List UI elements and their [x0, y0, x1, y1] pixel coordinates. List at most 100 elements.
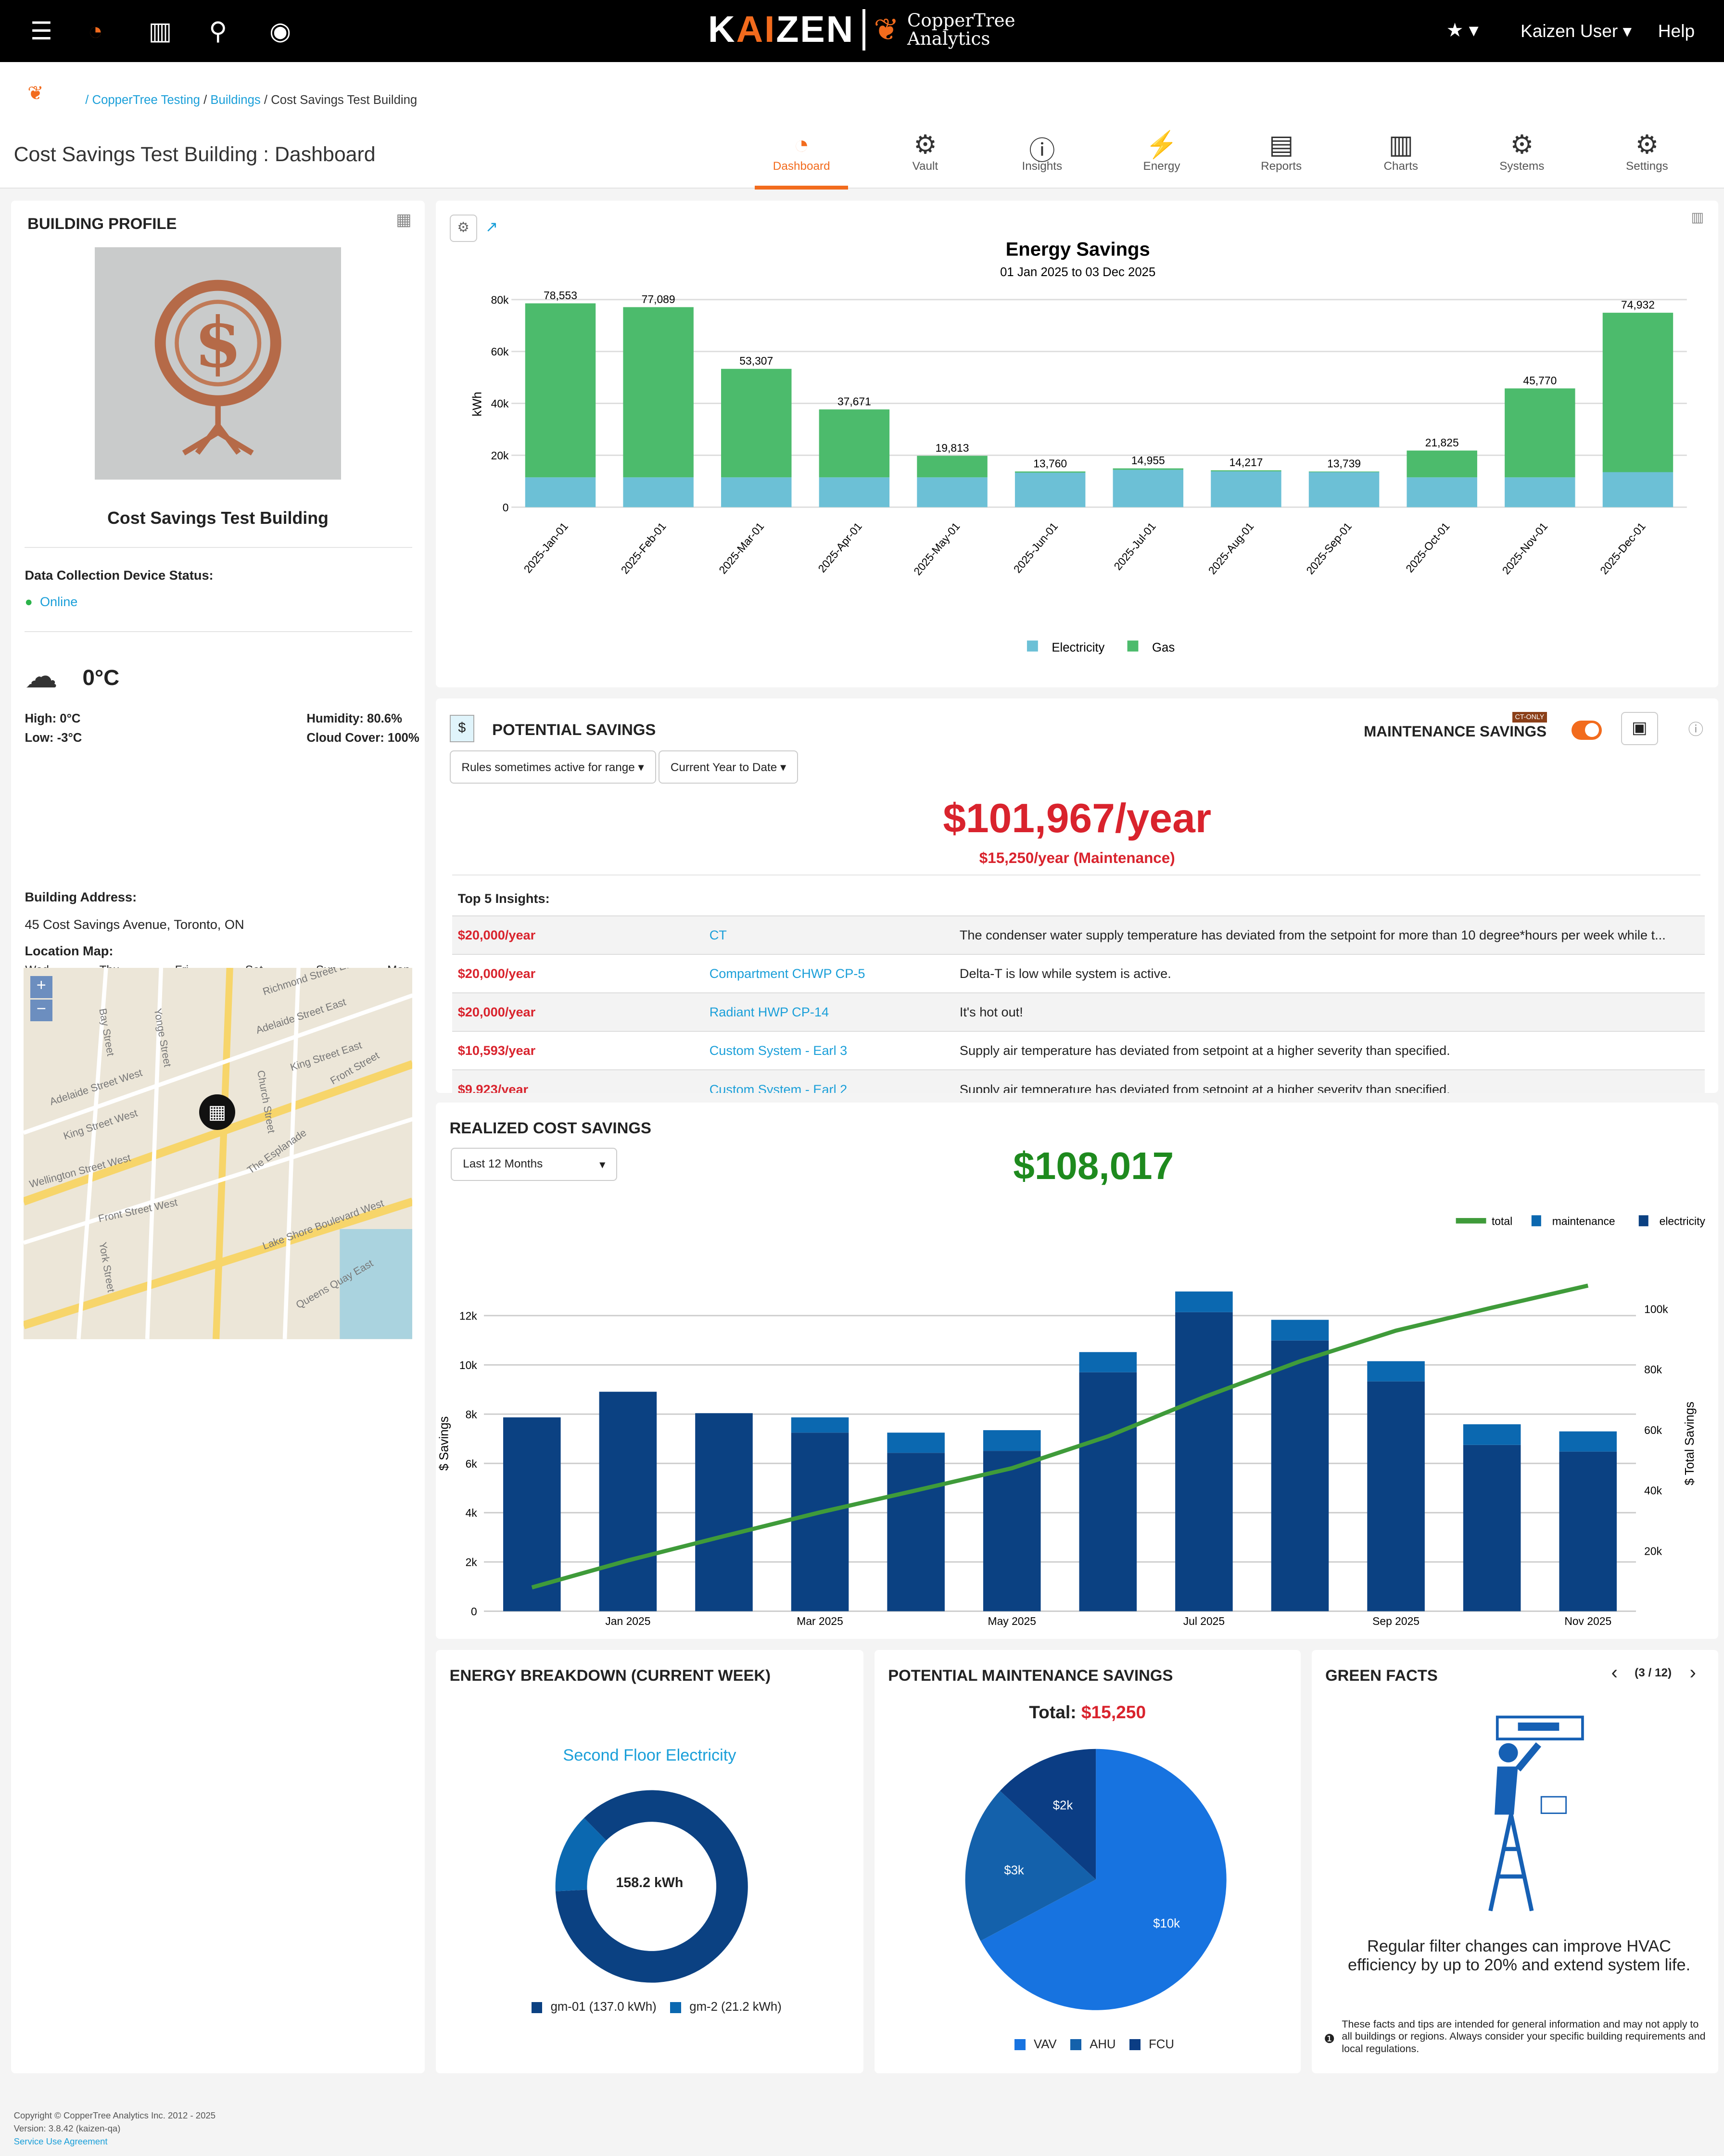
tab-dashboard[interactable]: ◔ Dashboard	[760, 129, 842, 173]
company-line1: CopperTree	[907, 10, 1015, 31]
help-link[interactable]: Help	[1658, 20, 1695, 41]
kaizen-logo[interactable]: KAIZEN ❦ CopperTree Analytics	[708, 8, 1015, 51]
insight-system[interactable]: Radiant HWP CP-14	[704, 992, 954, 1032]
breadcrumb-coppertree-testing[interactable]: CopperTree Testing	[92, 93, 200, 107]
legend-swatch	[1027, 640, 1038, 652]
x-tick-label: Jan 2025	[605, 1615, 650, 1627]
insights-table: $20,000/year CT The condenser water supply…	[452, 915, 1705, 1109]
period-dropdown[interactable]: Last 12 Months ▾	[451, 1148, 618, 1181]
map-street-label: Front Street West	[97, 1196, 178, 1224]
insight-row[interactable]: $20,000/year Compartment CHWP CP-5 Delta-T…	[452, 954, 1705, 993]
bar-electricity	[819, 477, 890, 507]
map-street-label: York Street	[97, 1241, 117, 1293]
y2-tick-label: 40k	[1644, 1484, 1662, 1497]
realized-savings-chart: 0 2k 4k 6k 8k 10k 12k 20k 40k 60k 80k 100k $ Savings…	[438, 1215, 1706, 1627]
legend-swatch	[1127, 640, 1139, 652]
insight-system[interactable]: Custom System - Earl 3	[704, 1031, 954, 1070]
map-street-label: Adelaide Street East	[254, 996, 347, 1036]
bar-electricity	[917, 477, 988, 507]
x-tick-label: 2025-Mar-01	[716, 520, 766, 576]
x-tick-label: Sep 2025	[1372, 1615, 1420, 1627]
service-agreement-link[interactable]: Service Use Agreement	[13, 2136, 108, 2147]
svg-text:$: $	[194, 302, 241, 383]
save-button[interactable]: ▣	[1621, 712, 1658, 746]
y-tick-label: 6k	[466, 1458, 478, 1470]
maintenance-savings-label: Maintenance Savings	[1364, 723, 1547, 740]
menu-icon[interactable]: ☰	[30, 17, 52, 45]
bar-total-label: 21,825	[1425, 436, 1459, 449]
user-menu[interactable]: Kaizen User ▾	[1520, 20, 1632, 41]
external-link-icon[interactable]: ↗	[485, 218, 498, 236]
next-fact-button[interactable]: ›	[1689, 1662, 1696, 1684]
logo-ai: AI	[736, 9, 776, 51]
panel-title: Green Facts	[1325, 1666, 1438, 1684]
logo-divider	[862, 9, 866, 51]
copyright: Copyright © CopperTree Analytics Inc. 20…	[13, 2110, 216, 2121]
library-icon[interactable]: ▥	[148, 17, 172, 45]
tab-vault[interactable]: ⚙ Vault	[884, 129, 966, 173]
tab-systems[interactable]: ⚙ Systems	[1481, 129, 1563, 173]
bar-electricity	[1559, 1451, 1617, 1611]
location-map[interactable]: Richmond Street East Adelaide Street East…	[23, 968, 413, 1339]
hierarchy-icon[interactable]: ⚲	[209, 17, 228, 45]
legend-label: Gas	[1152, 641, 1175, 655]
bar-electricity	[503, 1417, 561, 1611]
breakdown-donut	[555, 1790, 748, 1983]
legend-swatch	[1638, 1215, 1648, 1227]
energy-breakdown-panel: Energy Breakdown (Current Week) Second F…	[435, 1649, 863, 2073]
gauge-icon[interactable]: ◉	[269, 17, 292, 45]
insight-row[interactable]: $20,000/year Radiant HWP CP-14 It's hot ou…	[452, 992, 1705, 1032]
coppertree-small-logo[interactable]: ❦	[27, 83, 44, 104]
bar-electricity	[721, 477, 792, 507]
bar-electricity	[1505, 477, 1575, 507]
tab-label: Dashboard	[773, 159, 830, 173]
bar-electricity	[599, 1392, 657, 1611]
info-icon[interactable]: ⓘ	[1688, 721, 1704, 738]
bar-maintenance	[1079, 1352, 1137, 1372]
insight-system[interactable]: Compartment CHWP CP-5	[704, 954, 954, 993]
cloud-icon: ☁	[25, 658, 58, 695]
tab-charts[interactable]: ▥ Charts	[1360, 129, 1442, 173]
map-zoom-in-button[interactable]: +	[30, 976, 52, 998]
company-line2: Analytics	[907, 28, 990, 49]
dashboard-icon[interactable]: ◔	[88, 17, 103, 45]
map-pin-building-icon[interactable]: ▦	[199, 1094, 235, 1130]
current-temp: 0°C	[82, 665, 120, 690]
map-street-label: Yonge Street	[152, 1007, 173, 1067]
favorites-star-icon[interactable]: ★ ▾	[1446, 20, 1479, 41]
vault-icon: ⚙	[913, 129, 937, 159]
y-tick-label: 8k	[466, 1408, 478, 1420]
map-zoom-out-button[interactable]: −	[30, 999, 52, 1022]
donut-legend: gm-01 (137.0 kWh) gm-2 (21.2 kWh)	[436, 2000, 863, 2014]
bar-gas	[1113, 468, 1184, 470]
info-icon: ❶	[1324, 2032, 1335, 2046]
y-tick-label: 10k	[459, 1359, 477, 1371]
bar-electricity	[695, 1413, 753, 1611]
maintenance-savings-toggle[interactable]	[1571, 720, 1602, 740]
settings-gear-button[interactable]: ⚙	[449, 214, 477, 242]
insight-row[interactable]: $10,593/year Custom System - Earl 3 Supply…	[452, 1031, 1705, 1070]
tab-settings[interactable]: ⚙ Settings	[1606, 129, 1688, 173]
y-tick-label: 0	[471, 1605, 477, 1618]
energy-savings-chart: Energy Savings 01 Jan 2025 to 03 Dec 2025…	[470, 239, 1687, 655]
rules-filter-dropdown[interactable]: Rules sometimes active for range ▾	[449, 750, 656, 784]
insight-row[interactable]: $20,000/year CT The condenser water supply…	[452, 915, 1705, 955]
panel-title: Potential Savings	[492, 720, 656, 738]
logo-zen: ZEN	[776, 9, 855, 51]
maintenance-pie: $10k $3k $2k	[965, 1749, 1227, 2010]
dollar-tree-icon: $	[154, 279, 281, 456]
breadcrumb: / CopperTree Testing / Buildings / Cost …	[85, 93, 418, 107]
tab-insights[interactable]: ⓘ Insights	[1001, 129, 1083, 173]
ct-only-badge: CT-ONLY	[1512, 712, 1547, 723]
tab-reports[interactable]: ▤ Reports	[1240, 129, 1322, 173]
dashboard-icon: ◔	[793, 129, 810, 159]
insight-system[interactable]: CT	[704, 915, 954, 955]
tab-energy[interactable]: ⚡ Energy	[1120, 129, 1203, 173]
breadcrumb-buildings[interactable]: Buildings	[210, 93, 261, 107]
chart-type-icon[interactable]: ▥	[1691, 210, 1704, 226]
building-icon[interactable]: ▦	[396, 211, 412, 229]
date-range-dropdown[interactable]: Current Year to Date ▾	[658, 750, 798, 784]
breadcrumb-sep: /	[85, 93, 89, 107]
bar-total-label: 14,217	[1229, 456, 1263, 469]
prev-fact-button[interactable]: ‹	[1611, 1662, 1618, 1684]
